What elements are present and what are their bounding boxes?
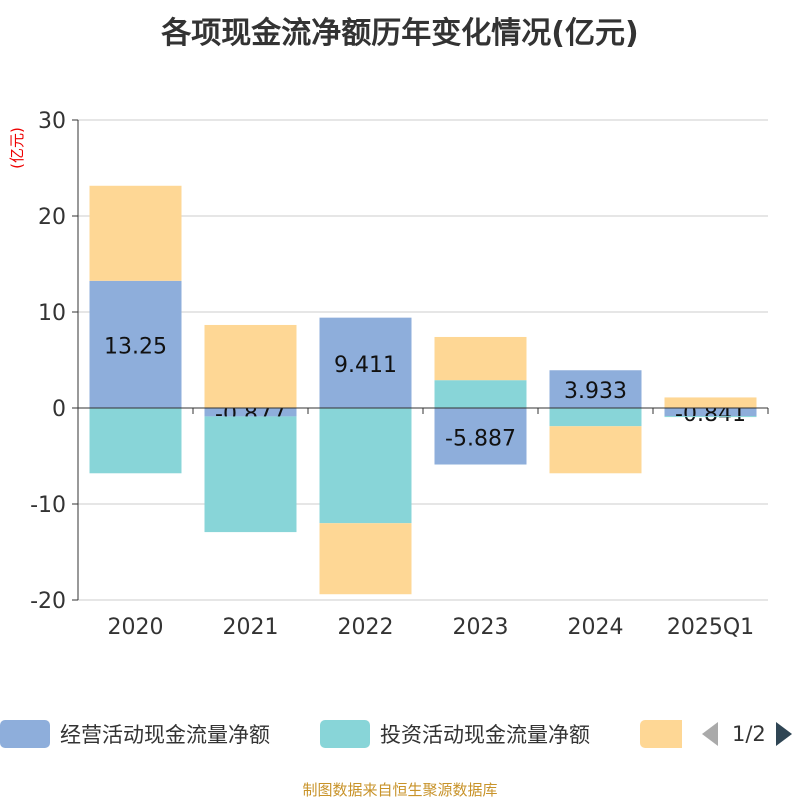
bar-2-2021 bbox=[204, 416, 297, 533]
y-tick-label: -10 bbox=[30, 493, 66, 518]
bar-2-2022 bbox=[319, 408, 412, 524]
bar-1-2025Q1 bbox=[664, 408, 757, 417]
page-indicator: 1/2 bbox=[732, 722, 766, 746]
x-tick-label: 2024 bbox=[568, 615, 624, 640]
bar-2-2023 bbox=[434, 380, 527, 408]
legend-pager: 1/2 bbox=[700, 718, 794, 750]
y-tick-label: 10 bbox=[38, 301, 66, 326]
data-label: 9.411 bbox=[334, 353, 397, 378]
bar-1-2021 bbox=[204, 408, 297, 417]
x-tick-label: 2022 bbox=[338, 615, 394, 640]
y-tick-label: -20 bbox=[30, 589, 66, 614]
legend-label: 经营活动现金流量净额 bbox=[60, 723, 270, 747]
legend-item-operating[interactable]: 经营活动现金流量净额 bbox=[0, 718, 270, 750]
bar-2-2025Q1 bbox=[664, 416, 757, 418]
y-tick-label: 30 bbox=[38, 109, 66, 134]
data-label: -5.887 bbox=[445, 426, 516, 451]
bar-1-2020 bbox=[89, 280, 182, 408]
legend-swatch bbox=[320, 720, 370, 748]
legend-item-investing[interactable]: 投资活动现金流量净额 bbox=[320, 718, 590, 750]
x-tick-label: 2023 bbox=[453, 615, 509, 640]
bar-3-2025Q1 bbox=[664, 397, 757, 408]
bar-1-2024 bbox=[549, 370, 642, 408]
x-tick-label: 2021 bbox=[223, 615, 279, 640]
bar-3-2024 bbox=[549, 426, 642, 474]
y-tick-label: 0 bbox=[52, 397, 66, 422]
x-tick-label: 2020 bbox=[108, 615, 164, 640]
y-axis-label: (亿元) bbox=[8, 127, 26, 169]
bar-2-2020 bbox=[89, 408, 182, 474]
y-tick-label: 20 bbox=[38, 205, 66, 230]
bar-3-2020 bbox=[89, 185, 182, 281]
chart-title: 各项现金流净额历年变化情况(亿元) bbox=[161, 16, 639, 51]
legend-swatch bbox=[640, 720, 682, 748]
legend-label: 投资活动现金流量净额 bbox=[380, 723, 590, 747]
legend-swatch bbox=[0, 720, 50, 748]
bar-1-2023 bbox=[434, 408, 527, 465]
bar-3-2021 bbox=[204, 324, 297, 408]
legend-item-financing[interactable] bbox=[640, 718, 692, 750]
data-label: 13.25 bbox=[104, 334, 167, 359]
source-footer: 制图数据来自恒生聚源数据库 bbox=[302, 781, 498, 799]
prev-page-icon[interactable] bbox=[700, 720, 720, 748]
bar-1-2022 bbox=[319, 317, 412, 408]
x-tick-label: 2025Q1 bbox=[667, 615, 754, 640]
data-label: 3.933 bbox=[564, 379, 627, 404]
chart-area: -20-100102030(亿元)13.252020-0.87720219.41… bbox=[8, 109, 769, 640]
bar-3-2023 bbox=[434, 336, 527, 381]
next-page-icon[interactable] bbox=[774, 720, 794, 748]
bar-2-2024 bbox=[549, 408, 642, 427]
bar-3-2022 bbox=[319, 523, 412, 595]
